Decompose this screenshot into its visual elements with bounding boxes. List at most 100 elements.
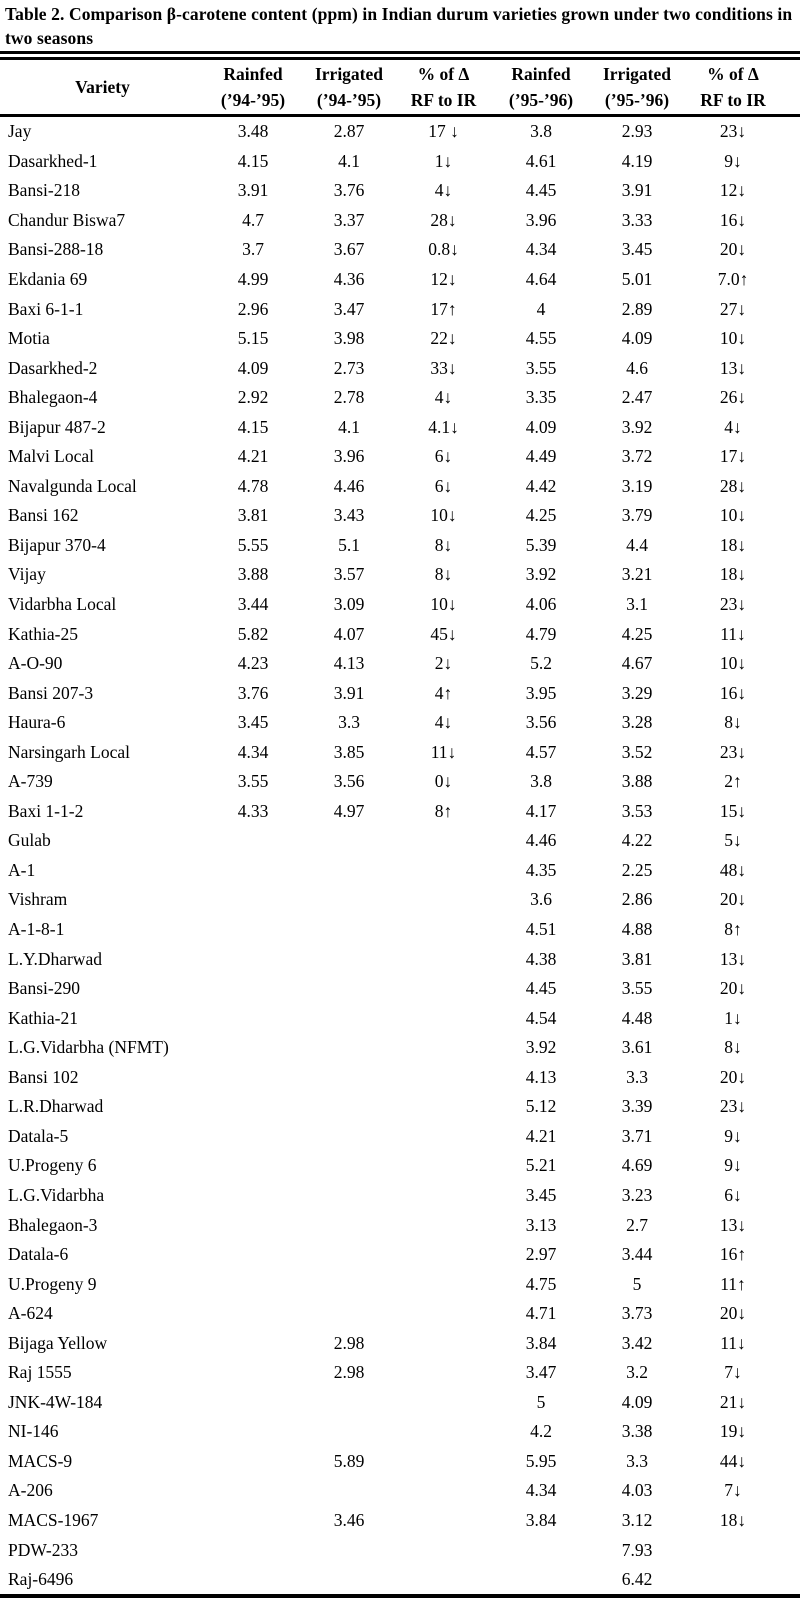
value-cell: 3.13 [525,1214,557,1235]
variety-cell: Motia [8,328,50,349]
value-cell [205,856,301,886]
value-cell: 1↓ [434,150,453,171]
variety-cell: A-1 [8,859,36,880]
value-cell: 4.45 [525,978,557,999]
value-cell: 18↓ [719,1509,747,1530]
value-cell [205,885,301,915]
value-cell: 21↓ [719,1391,747,1412]
value-cell [397,1122,490,1152]
table-row: Vishram 3.6 2.86 20↓ [0,885,800,915]
value-cell [397,1358,490,1388]
value-cell: 4.42 [525,475,557,496]
value-cell: 20↓ [719,1303,747,1324]
column-header-6: % of Δ RF to IR [682,56,800,116]
value-cell: 4.34 [525,239,557,260]
value-cell: 5 [536,1391,546,1412]
value-cell: 4.09 [621,328,653,349]
value-cell: 3.43 [333,505,365,526]
value-cell: 3.67 [333,239,365,260]
value-cell [301,915,397,945]
table-row: Baxi 1-1-2 4.33 4.97 8↑ 4.17 3.53 15↓ [0,797,800,827]
column-header-2: Irrigated (’94-’95) [301,56,397,116]
value-cell: 5.95 [525,1450,557,1471]
table-row: Jay 3.48 2.87 17 ↓ 3.8 2.93 23↓ [0,116,800,147]
table-row: Haura-6 3.45 3.3 4↓ 3.56 3.28 8↓ [0,708,800,738]
beta-carotene-table: Variety Rainfed (’94-’95) Irrigated (’94-’95… [0,51,800,1599]
header-line-1: Rainfed [223,64,283,84]
value-cell: 9↓ [724,150,742,171]
value-cell [397,1210,490,1240]
variety-cell: Vijay [8,564,46,585]
value-cell: 3.2 [626,1362,648,1383]
value-cell [205,1299,301,1329]
value-cell: 4.21 [237,446,269,467]
value-cell: 2.87 [333,121,365,142]
value-cell: 3.53 [621,800,653,821]
variety-cell: Dasarkhed-2 [8,357,98,378]
value-cell: 3.76 [333,180,365,201]
value-cell [397,1535,490,1565]
header-line-2: (’95-’96) [604,90,670,110]
value-cell: 28↓ [719,475,747,496]
variety-cell: Ekdania 69 [8,269,88,289]
variety-cell: L.Y.Dharwad [8,948,102,969]
value-cell: 2.92 [237,387,269,408]
variety-cell: Kathia-25 [8,623,78,644]
table-row: Malvi Local 4.21 3.96 6↓ 4.49 3.72 17↓ [0,442,800,472]
value-cell: 4.6 [626,357,648,378]
value-cell: 12↓ [430,269,457,289]
table-row: PDW-233 7.93 [0,1535,800,1565]
value-cell: 3.92 [525,1037,557,1058]
value-cell [397,885,490,915]
value-cell: 5↓ [724,830,742,851]
value-cell [205,915,301,945]
value-cell [205,1151,301,1181]
table-row: Bansi-290 4.45 3.55 20↓ [0,974,800,1004]
variety-cell: JNK-4W-184 [8,1391,103,1412]
value-cell: 18↓ [719,564,747,585]
value-cell [205,1210,301,1240]
table-row: A-1 4.35 2.25 48↓ [0,856,800,886]
value-cell [205,1328,301,1358]
value-cell: 3.96 [525,209,557,230]
value-cell [397,1299,490,1329]
table-row: Ekdania 69 4.99 4.36 12↓ 4.64 5.01 7.0↑ [0,265,800,295]
value-cell: 3.73 [621,1303,653,1324]
value-cell: 3.09 [333,594,365,615]
table-row: Bansi-288-18 3.7 3.67 0.8↓ 4.34 3.45 20↓ [0,235,800,265]
table-row: Bansi 102 4.13 3.3 20↓ [0,1063,800,1093]
value-cell: 5.01 [621,269,653,289]
header-line-1: Irrigated [602,64,672,84]
value-cell: 10↓ [430,594,457,615]
table-row: Narsingarh Local 4.34 3.85 11↓ 4.57 3.52 23↓ [0,737,800,767]
variety-cell: L.G.Vidarbha [8,1184,105,1205]
variety-cell: Bansi 162 [8,505,79,526]
value-cell [301,1535,397,1565]
value-cell: 6.42 [621,1569,653,1590]
value-cell: 3.8 [530,771,552,792]
value-cell: 3.33 [621,209,653,230]
value-cell: 28↓ [430,209,457,230]
value-cell [205,1358,301,1388]
value-cell: 8↓ [434,534,453,555]
value-cell: 2↑ [724,771,742,792]
variety-cell: A-624 [8,1303,53,1324]
column-header-5: Irrigated (’95-’96) [592,56,682,116]
value-cell: 4.35 [525,859,557,880]
value-cell: 2.96 [237,298,269,319]
value-cell [301,1417,397,1447]
table-caption: Table 2. Comparison β-carotene content (… [5,4,793,48]
value-cell: 3.44 [237,594,269,615]
value-cell: 3.12 [621,1509,653,1530]
value-cell: 12↓ [719,180,747,201]
table-row: Motia 5.15 3.98 22↓ 4.55 4.09 10↓ [0,324,800,354]
header-line-1: Rainfed [511,64,571,84]
variety-cell: Haura-6 [8,712,66,733]
value-cell [397,1476,490,1506]
value-cell: 4.25 [621,623,653,644]
value-cell: 6↓ [434,475,453,496]
value-cell [205,1122,301,1152]
value-cell: 23↓ [719,1096,747,1117]
table-row: Navalgunda Local 4.78 4.46 6↓ 4.42 3.19 28↓ [0,472,800,502]
